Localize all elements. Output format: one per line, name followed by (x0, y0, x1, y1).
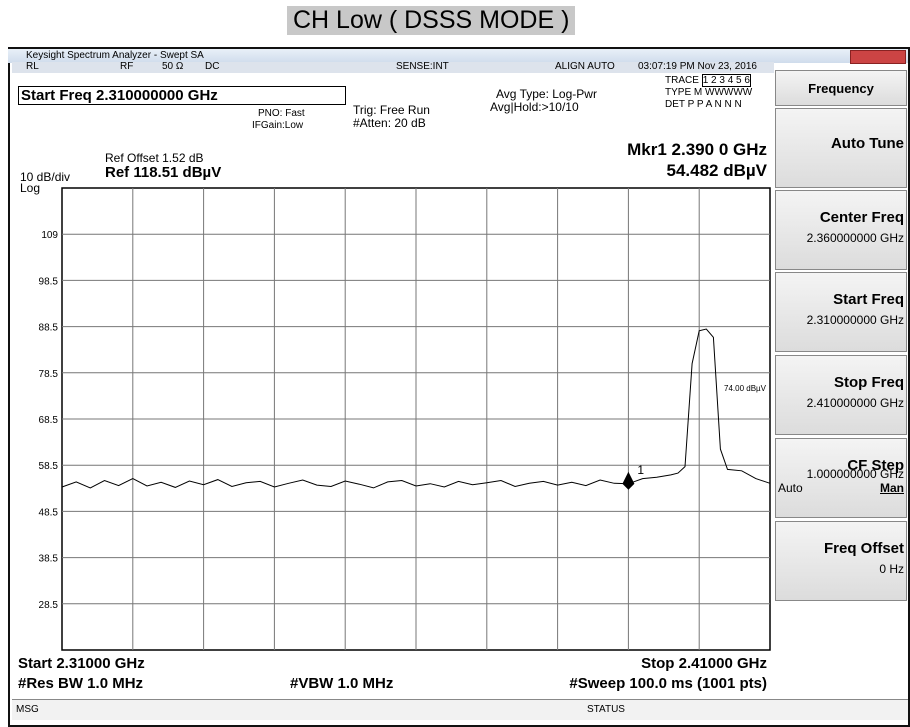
menu-button[interactable]: Stop Freq 2.410000000 GHz (775, 355, 907, 435)
avg-type: Avg Type: Log-Pwr (496, 87, 597, 101)
status-row (12, 62, 774, 73)
menu-label: Center Freq (819, 209, 904, 226)
marker-freq: Mkr1 2.390 0 GHz (627, 140, 767, 159)
align: ALIGN AUTO (555, 61, 615, 72)
menu-title: Frequency (808, 81, 874, 96)
menu-label: Stop Freq (834, 374, 904, 391)
menu-value: 2.310000000 GHz (806, 313, 904, 327)
active-function: Start Freq 2.310000000 GHz (18, 86, 346, 105)
rf: RF (120, 61, 134, 72)
det-key: DET (665, 99, 685, 110)
menu-label: Start Freq (833, 291, 904, 308)
menu-value: 0 Hz (879, 562, 904, 576)
y-tick-label: 28.5 (39, 600, 59, 611)
stop: Stop 2.41000 GHz (641, 655, 767, 672)
menu-man: Man (880, 481, 904, 495)
rl: RL (26, 61, 39, 72)
start: Start 2.31000 GHz (18, 655, 145, 672)
ifgain: IFGain:Low (252, 120, 304, 131)
menu-button[interactable]: Start Freq 2.310000000 GHz (775, 272, 907, 352)
type-label: TYPE M WWWWW (665, 87, 752, 98)
impedance: 50 Ω (162, 61, 184, 72)
menu-button[interactable]: Center Freq 2.360000000 GHz (775, 190, 907, 270)
menu-label: Auto Tune (830, 135, 904, 152)
trig: Trig: Free Run (353, 103, 430, 117)
y-tick-label: 38.5 (39, 554, 59, 565)
window-title: Keysight Spectrum Analyzer - Swept SA (26, 50, 204, 61)
pno: PNO: Fast (258, 108, 305, 119)
title-bar (8, 49, 908, 63)
atten: #Atten: 20 dB (353, 116, 426, 130)
y-tick-label: 78.5 (39, 369, 59, 380)
trace (61, 328, 771, 489)
y-tick-label: 98.5 (39, 276, 59, 287)
msg: MSG (16, 704, 39, 715)
y-tick-label: 109 (41, 230, 58, 241)
trace-key: TRACE (665, 75, 699, 86)
message-bar (12, 699, 908, 720)
menu-auto: Auto (778, 481, 803, 495)
menu-label: CF Step (847, 457, 904, 474)
marker-value: 54.482 dBµV (666, 161, 767, 180)
y-tick-label: 58.5 (39, 461, 59, 472)
menu-button[interactable]: CF Step 1.000000000 GHz Auto Man (775, 438, 907, 518)
page-title: CH Low ( DSSS MODE ) (287, 6, 576, 35)
trace-label: TRACE 1 2 3 4 5 6 (665, 74, 751, 87)
sweep: #Sweep 100.0 ms (1001 pts) (569, 675, 767, 692)
type-key: TYPE (665, 87, 692, 98)
menu-title-box: Frequency (775, 70, 907, 106)
trace-nums: 1 2 3 4 5 6 (701, 74, 751, 87)
menu-value: 1.000000000 GHz (806, 467, 904, 481)
det-vals: P P A N N N (687, 99, 742, 110)
vbw: #VBW 1.0 MHz (290, 675, 394, 692)
display-line-label: 74.00 dBµV (724, 384, 767, 393)
y-tick-label: 88.5 (39, 323, 59, 334)
avg-hold: Avg|Hold:>10/10 (490, 100, 579, 114)
type-vals: M WWWWW (693, 87, 753, 98)
marker (622, 471, 635, 490)
menu-button[interactable]: Auto Tune (775, 108, 907, 188)
scale: 10 dB/div (20, 170, 71, 184)
scale-type: Log (20, 181, 41, 195)
status: STATUS (587, 704, 625, 715)
menu-button[interactable]: Freq Offset 0 Hz (775, 521, 907, 601)
y-tick-label: 48.5 (39, 507, 59, 518)
ref-level: Ref 118.51 dBµV (105, 164, 222, 181)
marker-number: 1 (637, 463, 644, 477)
sense: SENSE:INT (396, 61, 449, 72)
time: 03:07:19 PM Nov 23, 2016 (638, 61, 757, 72)
menu-label: Freq Offset (823, 540, 904, 557)
coupling: DC (205, 61, 220, 72)
window-controls[interactable] (850, 50, 906, 64)
y-tick-label: 68.5 (39, 415, 59, 426)
det-label: DET P P A N N N (665, 99, 742, 110)
menu-value: 2.360000000 GHz (806, 231, 904, 245)
menu-value: 2.410000000 GHz (806, 396, 904, 410)
ref-offset: Ref Offset 1.52 dB (105, 151, 204, 165)
rbw: #Res BW 1.0 MHz (18, 675, 144, 692)
